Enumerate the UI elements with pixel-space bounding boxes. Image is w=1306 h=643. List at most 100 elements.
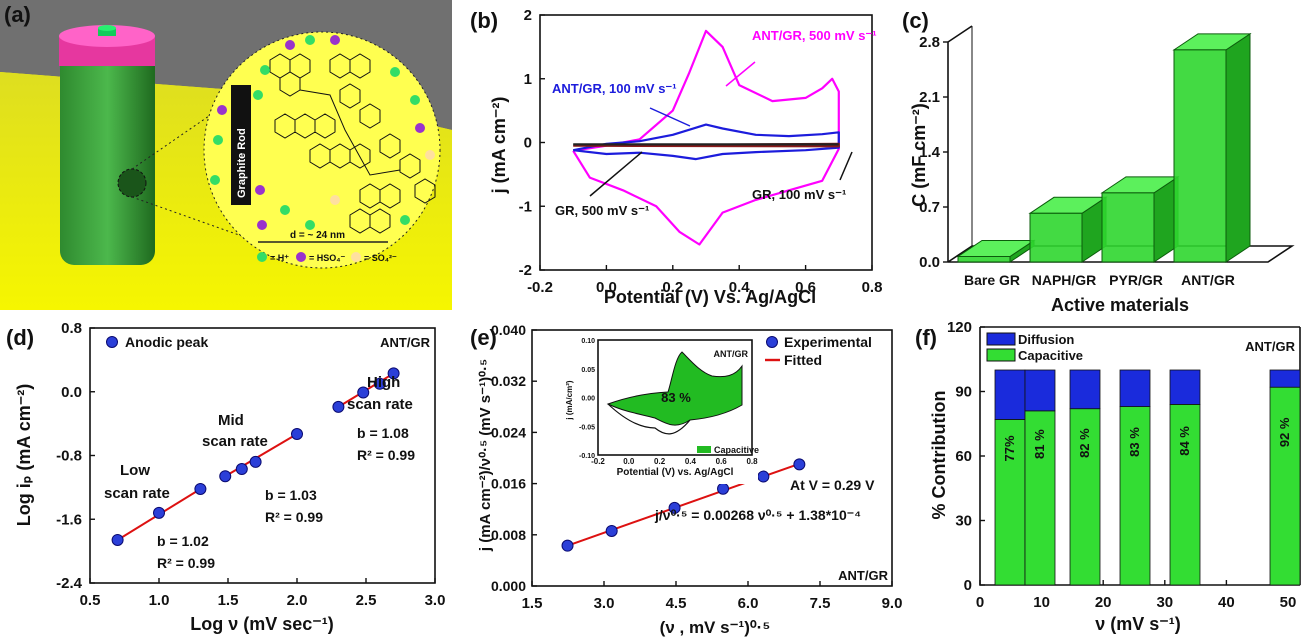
rod-label: Graphite Rod [236, 128, 248, 198]
panel-label-f: (f) [915, 325, 937, 350]
legend-hso4: = HSO₄⁻ [309, 253, 346, 263]
arrow-gr100 [839, 151, 853, 181]
x-tick-label-f: 10 [1033, 594, 1050, 611]
y-tick-label-e: 0.032 [491, 373, 526, 389]
inset-bg-e [568, 334, 758, 484]
inset-cv-curve [607, 403, 691, 435]
bar-diffusion [1269, 369, 1301, 388]
x-tick-label-f: 30 [1156, 594, 1173, 611]
legend-so4: = SO₄²⁻ [364, 253, 397, 263]
data-point-d [373, 377, 386, 390]
hso4-ion-icon [296, 252, 306, 262]
inset-x-tick-label: 0.6 [716, 457, 728, 466]
annotation-d: scan rate [202, 433, 268, 450]
inset-frame-e [597, 339, 753, 456]
fit-line-d [117, 488, 201, 541]
legend-h: = H⁺ [270, 253, 289, 263]
bar-c [957, 256, 1011, 263]
bar-value-label-f: 84 % [1177, 426, 1192, 456]
y-tick-label-b: 2 [524, 7, 532, 24]
floor-c [947, 245, 1295, 263]
bar-capacitive [1269, 386, 1301, 586]
y-tick-label-c: 1.4 [919, 144, 941, 161]
category-label-c: Bare GR [964, 272, 1020, 288]
x-tick-label-d: 2.5 [356, 592, 377, 609]
series-label-ant500: ANT/GR, 500 mV s⁻¹ [752, 28, 877, 43]
y-tick-label-e: 0.016 [491, 476, 526, 492]
annotation-d: scan rate [347, 396, 413, 413]
data-point-e [757, 470, 770, 483]
bar-top-c [1100, 176, 1180, 194]
inset-x-tick-label: 0.2 [654, 457, 666, 466]
plot-frame-d [89, 327, 436, 584]
inset-y-tick-label: -0.05 [579, 424, 595, 431]
x-tick-label-b: 0.4 [729, 279, 751, 296]
cv-curve-ant500 [572, 29, 840, 246]
data-point-e [717, 482, 730, 495]
bar-top-c [1172, 33, 1252, 51]
y-tick-label-d: -0.8 [56, 448, 82, 465]
x-axis-label-f: ν (mV s⁻¹) [1095, 614, 1181, 634]
zoom-circle [203, 31, 441, 269]
y-tick-label-c: 2.8 [919, 34, 940, 51]
corner-label-e: ANT/GR [838, 568, 888, 583]
bar-side-c [1081, 196, 1107, 263]
x-tick-label-d: 3.0 [425, 592, 446, 609]
bar-top-c [956, 240, 1036, 257]
x-tick-label-e: 4.5 [666, 595, 687, 612]
inset-y-tick-label: 0.10 [581, 338, 595, 345]
inset-legend-swatch [697, 446, 711, 453]
x-tick-label-e: 7.5 [810, 595, 831, 612]
x-tick-label-b: 0.8 [862, 279, 883, 296]
bar-capacitive [1069, 408, 1101, 586]
data-point-e [605, 524, 618, 537]
x-tick-label-e: 6.0 [738, 595, 759, 612]
inset-x-tick-label: 0.8 [746, 457, 758, 466]
inset-corner-label: ANT/GR [714, 349, 749, 359]
bar-c [1101, 192, 1155, 263]
y-axis-label-c: C (mF cm⁻²) [909, 103, 929, 207]
x-tick-label-b: 0.6 [795, 279, 816, 296]
y-tick-label-c: 2.1 [919, 89, 940, 106]
y-tick-label-f: 0 [964, 577, 972, 594]
category-label-c: PYR/GR [1109, 272, 1163, 288]
x-axis-label-c: Active materials [1051, 295, 1189, 315]
inset-x-axis-label: Potential (V) vs. Ag/AgCl [617, 467, 734, 478]
bar-capacitive [994, 419, 1026, 586]
bar-capacitive [1119, 406, 1151, 586]
y-tick-label-f: 30 [955, 513, 972, 530]
inset-y-axis-label: j (mA/cm²) [565, 380, 574, 420]
x-tick-label-f: 0 [976, 594, 984, 611]
series-label-ant100: ANT/GR, 100 mV s⁻¹ [552, 81, 677, 96]
data-point-e [793, 458, 806, 471]
fit-line-d [224, 433, 298, 478]
legend-label-capacitive: Capacitive [1018, 348, 1083, 363]
x-tick-label-b: 0.0 [596, 279, 617, 296]
fit-line-e [567, 462, 800, 547]
legend-marker-d [106, 336, 118, 348]
data-point-d [219, 470, 232, 483]
x-tick-label-b: 0.2 [662, 279, 683, 296]
arrow-ant100 [649, 107, 691, 127]
molecule-structure [269, 53, 436, 234]
annotation-d: R² = 0.99 [265, 509, 323, 525]
legend-label-d: Anodic peak [125, 334, 208, 350]
bar-diffusion [1024, 369, 1056, 412]
x-tick-label-e: 3.0 [594, 595, 615, 612]
bar-c [1173, 49, 1227, 263]
data-point-e [561, 539, 574, 552]
y-tick-label-c: 0.0 [919, 254, 940, 271]
data-point-d [111, 533, 124, 546]
bar-diffusion [1069, 369, 1101, 410]
arrow-ant500 [725, 61, 756, 87]
legend-swatch-diffusion [986, 332, 1016, 346]
y-tick-label-b: 1 [524, 71, 532, 88]
annotation-d: Low [120, 462, 150, 479]
annotation-voltage: At V = 0.29 V [790, 477, 875, 493]
y-axis-label-b: j (mA cm⁻²) [489, 97, 509, 195]
inset-percent: 83 % [661, 390, 691, 405]
x-axis-label-d: Log ν (mV sec⁻¹) [190, 614, 334, 634]
annotation-d: R² = 0.99 [157, 555, 215, 571]
bar-side-c [1225, 32, 1251, 263]
bar-top-c [1028, 196, 1108, 214]
